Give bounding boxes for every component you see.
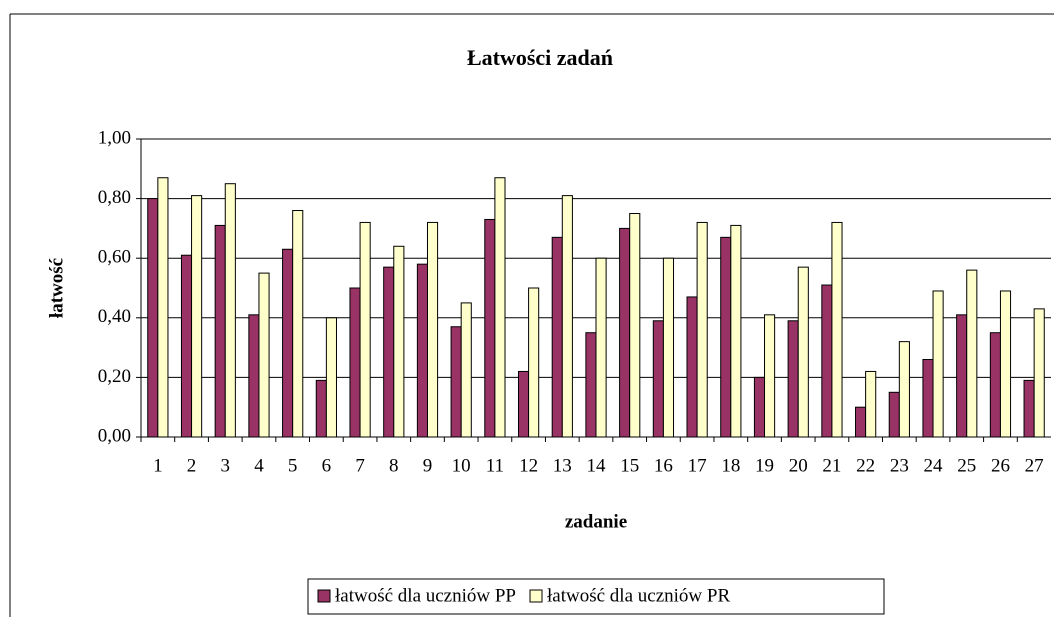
x-tick-label: 13	[553, 455, 572, 476]
bar	[1033, 308, 1045, 438]
bar	[686, 296, 698, 438]
x-tick-label: 22	[856, 455, 875, 476]
bar	[315, 379, 327, 438]
bar	[517, 370, 530, 438]
bar	[147, 198, 159, 438]
legend-swatch	[317, 589, 331, 603]
x-tick-label: 15	[620, 455, 639, 476]
bar	[359, 221, 371, 438]
bar	[528, 287, 540, 438]
bar	[551, 236, 563, 438]
legend-label: łatwość dla uczniów PP	[335, 585, 516, 606]
bar	[662, 257, 675, 438]
x-tick-label: 25	[957, 455, 976, 476]
bar	[753, 376, 766, 438]
y-tick-label: 1,00	[98, 127, 131, 148]
bar	[258, 272, 270, 438]
bar	[619, 227, 631, 438]
bar	[416, 263, 428, 438]
bar	[922, 359, 934, 438]
x-axis-label: zadanie	[565, 511, 627, 532]
bar	[999, 290, 1012, 438]
bar	[180, 254, 193, 438]
bar	[393, 245, 405, 438]
x-tick-label: 8	[389, 455, 399, 476]
bar	[629, 213, 641, 438]
x-tick-label: 24	[924, 455, 944, 476]
x-tick-label: 5	[288, 455, 298, 476]
bar	[325, 317, 337, 438]
bar	[383, 266, 395, 438]
x-tick-label: 1	[153, 455, 163, 476]
x-tick-label: 19	[755, 455, 774, 476]
bar	[855, 406, 867, 438]
x-tick-label: 3	[221, 455, 231, 476]
y-tick-label: 0,80	[98, 187, 131, 208]
x-tick-label: 11	[486, 455, 504, 476]
bar	[282, 248, 294, 438]
bar	[157, 177, 169, 438]
legend	[307, 578, 885, 615]
bar	[720, 236, 732, 438]
x-tick-label: 27	[1025, 455, 1044, 476]
bar	[797, 266, 809, 438]
x-tick-label: 7	[355, 455, 365, 476]
bar	[764, 314, 776, 438]
bar	[696, 221, 708, 438]
bar	[585, 332, 597, 438]
bar	[214, 224, 226, 438]
y-tick-label: 0,60	[98, 247, 131, 268]
bar	[426, 221, 439, 438]
y-tick-label: 0,20	[98, 366, 131, 387]
x-tick-label: 9	[423, 455, 433, 476]
x-tick-label: 21	[822, 455, 841, 476]
x-tick-label: 26	[991, 455, 1010, 476]
x-tick-label: 4	[254, 455, 264, 476]
x-tick-label: 10	[452, 455, 471, 476]
y-tick-label: 0,00	[98, 425, 131, 446]
bar	[787, 320, 799, 438]
legend-label: łatwość dla uczniów PR	[547, 585, 730, 606]
bar	[821, 284, 833, 438]
bar	[898, 341, 910, 438]
x-tick-label: 16	[654, 455, 673, 476]
bar	[248, 314, 260, 438]
x-tick-label: 14	[587, 455, 607, 476]
bar	[989, 332, 1001, 438]
bar	[349, 287, 361, 438]
bar	[460, 302, 472, 438]
bar	[831, 221, 843, 438]
x-tick-label: 2	[187, 455, 197, 476]
bar	[865, 370, 877, 438]
x-tick-label: 17	[688, 455, 707, 476]
bar	[224, 183, 236, 438]
x-tick-label: 12	[519, 455, 538, 476]
bar	[966, 269, 978, 438]
bar	[292, 210, 304, 438]
legend-swatch	[529, 589, 543, 603]
chart-title: Łatwości zadań	[467, 45, 613, 70]
x-tick-label: 23	[890, 455, 909, 476]
bar	[956, 314, 968, 438]
bar	[191, 195, 203, 438]
x-tick-label: 18	[721, 455, 740, 476]
bar	[561, 195, 573, 438]
bar	[888, 391, 900, 438]
bar	[484, 218, 496, 438]
bar	[1023, 379, 1035, 438]
bar	[450, 326, 462, 438]
bar	[652, 320, 664, 438]
x-tick-label: 20	[789, 455, 808, 476]
y-tick-label: 0,40	[98, 306, 131, 327]
x-tick-label: 6	[322, 455, 332, 476]
bar	[932, 290, 944, 438]
bar	[730, 224, 742, 438]
bar	[595, 257, 607, 438]
bar	[494, 177, 506, 438]
y-axis-label: łatwość	[46, 258, 67, 318]
